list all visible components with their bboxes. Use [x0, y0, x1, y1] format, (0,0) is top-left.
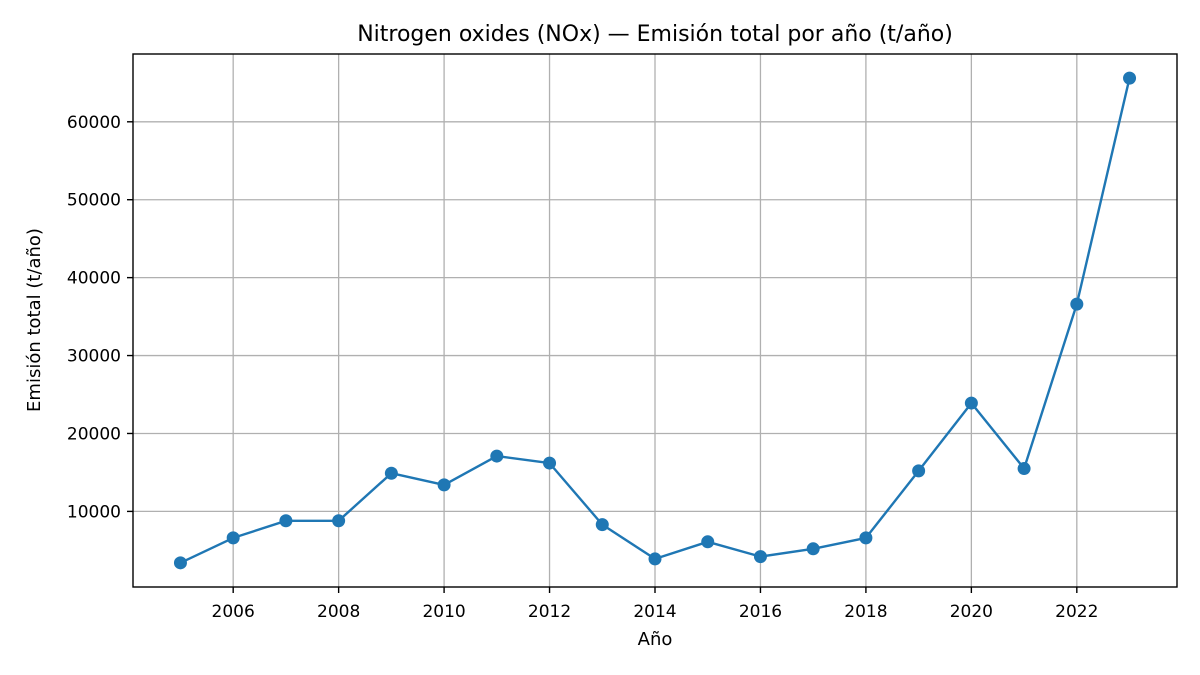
data-point [173, 556, 187, 570]
y-tick-label: 20000 [67, 424, 121, 444]
x-tick-label: 2016 [739, 602, 782, 622]
data-point [226, 531, 240, 545]
data-point [1017, 462, 1031, 476]
data-point [490, 449, 504, 463]
y-tick-label: 10000 [67, 502, 121, 522]
x-tick-label: 2020 [950, 602, 993, 622]
data-point [1123, 71, 1137, 85]
y-tick-label: 40000 [67, 269, 121, 289]
data-point [279, 514, 293, 528]
data-point [806, 542, 820, 556]
y-tick-label: 50000 [67, 191, 121, 211]
data-point [595, 518, 609, 532]
data-point [964, 396, 978, 410]
data-point [648, 552, 662, 566]
data-point [859, 531, 873, 545]
data-point [437, 478, 451, 492]
x-tick-label: 2012 [528, 602, 571, 622]
x-tick-label: 2008 [317, 602, 360, 622]
chart-title: Nitrogen oxides (NOx) — Emisión total po… [357, 22, 953, 47]
x-tick-label: 2014 [633, 602, 676, 622]
x-tick-label: 2018 [844, 602, 887, 622]
y-tick-label: 30000 [67, 347, 121, 367]
data-point [543, 456, 557, 470]
data-point [384, 466, 398, 480]
x-tick-label: 2010 [422, 602, 465, 622]
data-point [332, 514, 346, 528]
grid-lines [133, 54, 1177, 587]
y-axis-label: Emisión total (t/año) [24, 228, 45, 412]
x-tick-label: 2022 [1055, 602, 1098, 622]
data-point [1070, 297, 1084, 311]
data-point [753, 550, 767, 564]
y-tick-label: 60000 [67, 113, 121, 133]
x-axis-label: Año [638, 629, 673, 650]
series-layer [173, 71, 1137, 570]
x-tick-label: 2006 [212, 602, 255, 622]
data-point [912, 464, 926, 478]
data-point [701, 535, 715, 549]
axis-ticks: 2006 2008 2010 2012 2014 2016 2018 2020 2022 1000… [67, 113, 1099, 622]
